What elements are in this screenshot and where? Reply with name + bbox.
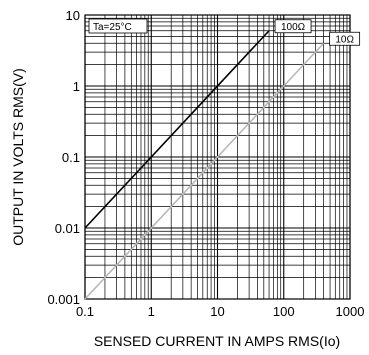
series-layer xyxy=(84,30,325,300)
series-line-1 xyxy=(84,42,325,300)
series-label-0: 100Ω xyxy=(281,22,306,33)
annotation-box xyxy=(88,18,148,34)
x-tick-label: 1 xyxy=(148,304,155,319)
ambient-temperature-annotation: Ta=25°C xyxy=(88,18,148,34)
series-label-box-1 xyxy=(329,31,361,46)
y-tick-label: 0.1 xyxy=(62,150,80,165)
plot-frame xyxy=(84,14,351,300)
x-tick-labels: 0.1 1 10 100 1000 xyxy=(76,304,365,319)
y-tick-label: 0.01 xyxy=(55,221,80,236)
y-tick-label: 0.001 xyxy=(47,292,80,307)
annotation-text: Ta=25°C xyxy=(93,22,132,33)
x-axis-label: SENSED CURRENT IN AMPS RMS(Io) xyxy=(94,333,340,349)
y-tick-label: 1 xyxy=(73,79,80,94)
series-label-box-0 xyxy=(274,19,312,34)
x-tick-label: 10 xyxy=(210,304,224,319)
x-tick-label: 1000 xyxy=(336,304,365,319)
x-tick-label: 100 xyxy=(273,304,295,319)
y-tick-labels: 0.001 0.01 0.1 1 10 xyxy=(47,8,80,307)
series-label-1: 10Ω xyxy=(335,34,354,45)
y-tick-label: 10 xyxy=(66,8,80,23)
labels-layer: 100Ω 10Ω xyxy=(274,19,361,46)
y-axis-label: OUTPUT IN VOLTS RMS(V) xyxy=(10,68,26,246)
x-tick-label: 0.1 xyxy=(76,304,94,319)
series-line-0 xyxy=(84,30,270,229)
